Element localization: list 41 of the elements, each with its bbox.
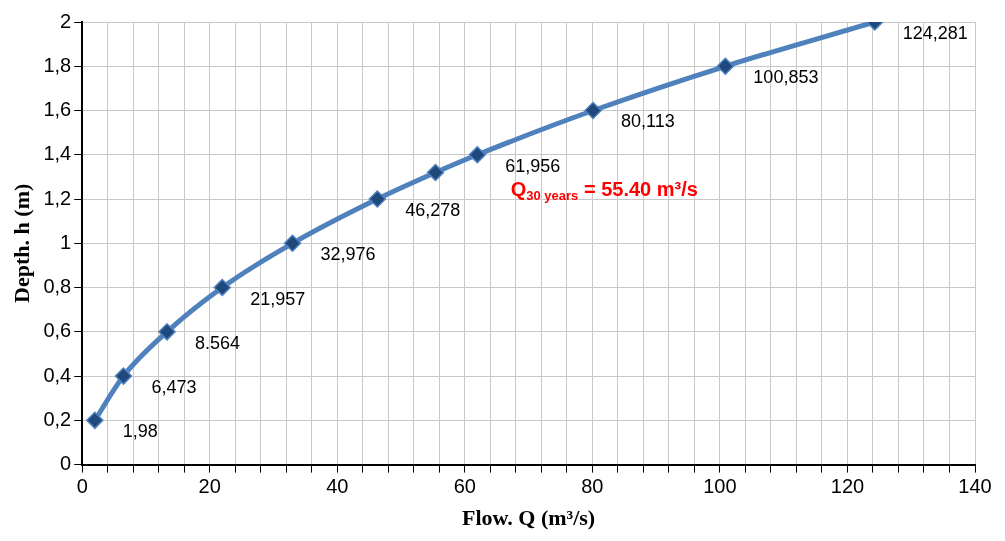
annotation: 100,853 (753, 67, 819, 88)
y-tick-label: 0,4 (43, 363, 72, 386)
point (213, 278, 231, 297)
point (114, 367, 133, 385)
annotation: 32,976 (320, 244, 376, 265)
y-tick-label: 0 (60, 452, 72, 475)
x-tick-label: 80 (581, 475, 604, 498)
point (426, 163, 445, 182)
point (368, 190, 387, 208)
annotation: 124,281 (902, 22, 968, 43)
y-tick-label: 0,6 (43, 319, 72, 342)
annotation: 61,956 (505, 155, 561, 176)
x-tick-label: 60 (453, 475, 476, 498)
annotation: 8.564 (195, 332, 241, 353)
y-axis-title: Depth. h (m) (8, 183, 34, 303)
x-tick-label: 40 (326, 475, 349, 498)
y-tick-label: 1,6 (43, 98, 72, 121)
point (158, 323, 176, 341)
y-tick-label: 2 (60, 9, 72, 32)
point (468, 146, 487, 164)
point (86, 411, 104, 430)
y-tick-label: 1,2 (43, 186, 72, 209)
x-tick-label: 0 (76, 475, 88, 498)
x-axis-title: Flow. Q (m³/s) (462, 505, 596, 531)
annotation: 46,278 (405, 200, 461, 221)
x-tick-label: 20 (198, 475, 221, 498)
y-tick-label: 0,2 (43, 407, 72, 430)
annotation: 1,98 (122, 421, 158, 442)
y-tick-label: 0,8 (43, 275, 72, 298)
y-tick-label: 1,8 (43, 53, 72, 76)
annotation: 80,113 (621, 111, 675, 132)
x-tick-label: 120 (830, 475, 865, 498)
annotation: 6,473 (151, 377, 197, 398)
y-tick-label: 1,4 (43, 142, 72, 165)
point (283, 234, 302, 253)
x-tick-label: 100 (703, 475, 737, 498)
annotation: 21,957 (250, 288, 306, 309)
point (716, 57, 735, 76)
point (584, 101, 602, 120)
y-tick-label: 1 (60, 230, 72, 253)
x-tick-label: 140 (958, 475, 992, 498)
